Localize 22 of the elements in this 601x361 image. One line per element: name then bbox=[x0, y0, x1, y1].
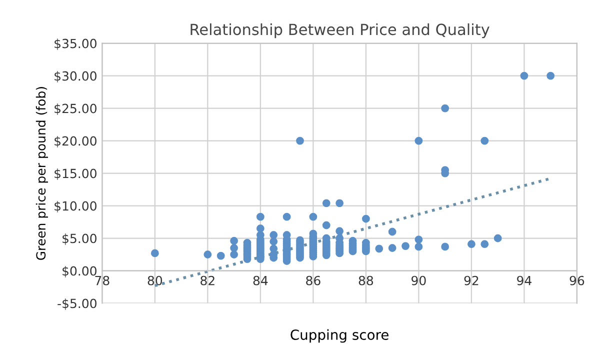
y-tick-label: $35.00 bbox=[54, 38, 96, 50]
chart-title: Relationship Between Price and Quality bbox=[190, 23, 490, 38]
y-tick-label: $20.00 bbox=[54, 136, 96, 148]
x-tick-label: 94 bbox=[517, 276, 532, 286]
x-tick-label: 82 bbox=[200, 276, 214, 286]
x-tick-label: 78 bbox=[95, 276, 110, 286]
x-tick-label: 92 bbox=[464, 276, 478, 286]
y-tick-label: $0.00 bbox=[62, 266, 96, 278]
x-tick-label: 96 bbox=[570, 276, 584, 286]
y-tick-label: $5.00 bbox=[62, 234, 96, 245]
y-tick-label: -$5.00 bbox=[58, 298, 96, 310]
y-tick-label: $10.00 bbox=[54, 201, 96, 212]
y-tick-label: $30.00 bbox=[54, 71, 96, 82]
x-tick-label: 84 bbox=[253, 276, 268, 286]
x-tick-label: 86 bbox=[306, 276, 320, 286]
y-tick-label: $25.00 bbox=[54, 104, 96, 115]
y-tick-label: $15.00 bbox=[54, 168, 96, 180]
x-tick-label: 80 bbox=[148, 276, 162, 286]
y-axis-title: Green price per pound (fob) bbox=[36, 87, 48, 260]
x-tick-label: 90 bbox=[412, 276, 426, 286]
x-axis-title: Cupping score bbox=[290, 329, 388, 343]
x-tick-label: 88 bbox=[358, 276, 374, 286]
